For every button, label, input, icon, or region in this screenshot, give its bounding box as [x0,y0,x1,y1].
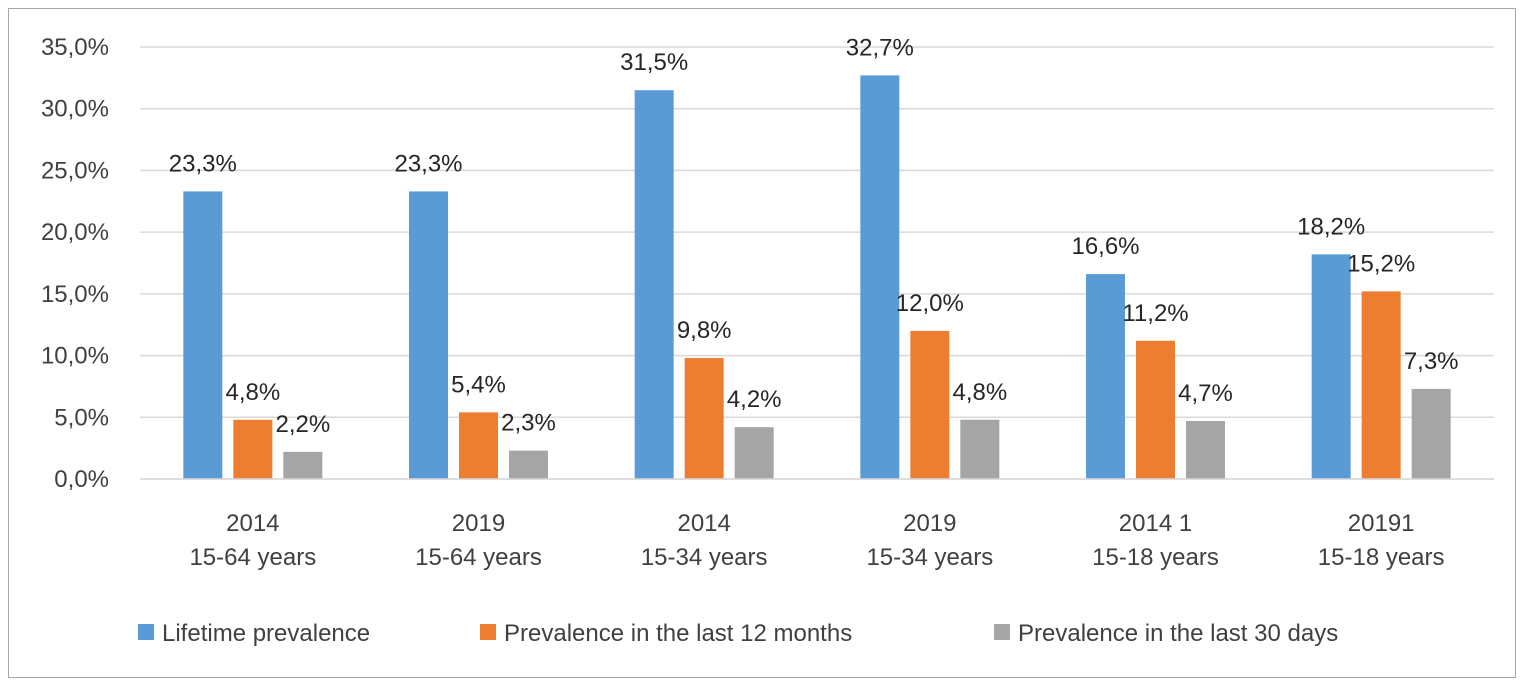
bar [233,419,273,479]
y-tick-label: 5,0% [54,404,109,431]
category-label: 15-64 years [415,544,542,571]
bar [1136,340,1175,479]
data-label: 12,0% [896,290,964,317]
y-tick-label: 20,0% [41,219,109,246]
bar [183,191,223,479]
data-label: 4,8% [952,379,1007,406]
bar [684,358,724,479]
category-label: 2019 [452,510,505,537]
category-label: 2019 [903,510,956,537]
data-label: 5,4% [451,371,506,398]
category-label: 15-34 years [641,544,768,571]
category-label: 2014 1 [1119,510,1192,537]
legend-swatch [138,624,154,640]
bar [1186,420,1225,479]
legend-label: Lifetime prevalence [162,620,370,647]
data-label: 4,8% [225,379,280,406]
data-label: 11,2% [1122,300,1188,327]
data-label: 18,2% [1297,213,1365,240]
data-label: 23,3% [169,150,237,177]
bar [409,191,448,479]
y-tick-label: 35,0% [41,34,109,61]
bar [1411,388,1451,479]
data-label: 23,3% [394,150,462,177]
y-tick-label: 30,0% [41,96,109,123]
category-label: 2014 [677,510,730,537]
data-label: 4,7% [1178,380,1233,407]
data-label: 4,2% [727,386,782,413]
y-tick-label: 25,0% [41,157,109,184]
bar [1311,254,1351,479]
bar [1086,274,1125,479]
category-label: 2014 [226,510,279,537]
data-label: 16,6% [1071,233,1139,260]
category-label: 20191 [1348,510,1415,537]
data-label: 31,5% [620,49,688,76]
bar [734,427,774,479]
chart-frame [8,8,1516,678]
legend-label: Prevalence in the last 30 days [1018,620,1338,647]
data-label: 7,3% [1404,348,1459,375]
data-label: 2,3% [501,410,556,437]
data-label: 15,2% [1347,250,1415,277]
data-label: 9,8% [677,317,732,344]
y-tick-label: 0,0% [54,466,109,493]
y-tick-label: 15,0% [41,281,109,308]
y-tick-label: 10,0% [41,343,109,370]
bar [459,412,498,479]
bar [283,451,323,479]
data-label: 32,7% [846,34,914,61]
bar [1361,291,1401,479]
category-label: 15-18 years [1318,544,1445,571]
bar [634,90,674,479]
bar [960,419,1000,479]
category-label: 15-64 years [189,544,316,571]
legend-swatch [480,624,496,640]
bar [910,330,950,479]
legend-label: Prevalence in the last 12 months [504,620,852,647]
bar [509,450,548,479]
bar [860,75,900,479]
legend-swatch [994,624,1010,640]
category-label: 15-18 years [1092,544,1219,571]
category-label: 15-34 years [866,544,993,571]
data-label: 2,2% [275,411,330,438]
